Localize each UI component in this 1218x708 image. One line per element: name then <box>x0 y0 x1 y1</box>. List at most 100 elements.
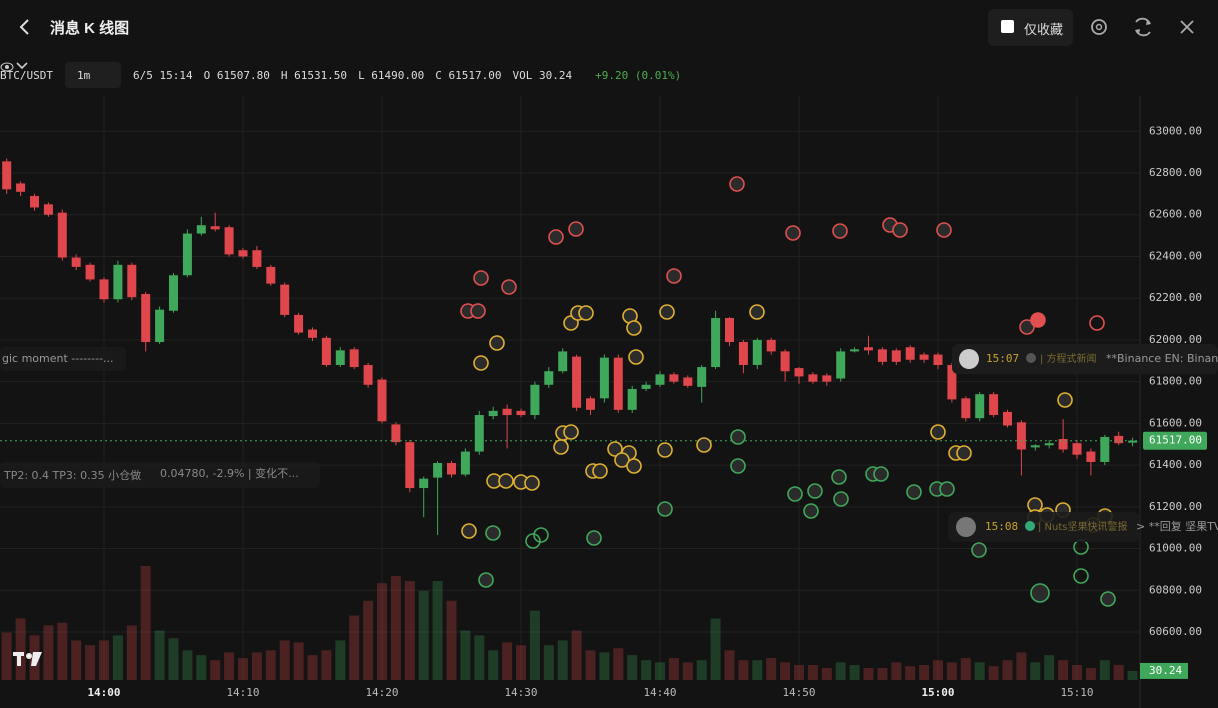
candle-body <box>808 374 818 382</box>
candle-body <box>1030 445 1040 448</box>
volume-bar <box>224 652 235 680</box>
annotation: TP2: 0.4 TP3: 0.35 小仓做 <box>3 468 141 482</box>
news-badge <box>948 512 1140 542</box>
back-button[interactable] <box>10 0 40 54</box>
candle-body <box>460 451 470 475</box>
price-label-bg <box>1143 431 1207 450</box>
candle-body <box>850 349 860 352</box>
volume-bar <box>780 662 791 680</box>
volume-bar <box>335 640 346 680</box>
candle-body <box>530 384 540 416</box>
news-text: > **回复 坚果TV <box>1136 519 1218 533</box>
annotation-bg <box>0 462 320 488</box>
settings-button[interactable] <box>1091 19 1107 35</box>
news-text: **Binance EN: Binanc <box>1106 352 1218 365</box>
candle-body <box>308 329 317 338</box>
candle-body <box>1128 440 1138 443</box>
candle-body <box>447 463 456 475</box>
news-source: | Nuts坚果快讯警报 <box>1038 520 1128 533</box>
volume-bar <box>974 662 985 680</box>
candle-body <box>294 314 304 333</box>
info-bar: BTC/USDT 1m 6/5 15:14 O 61507.80 H 61531.5… <box>0 62 681 88</box>
volume-bar <box>919 665 930 680</box>
candle-body <box>363 364 373 385</box>
x-tick-label: 14:20 <box>365 686 398 699</box>
volume-bar <box>390 575 401 680</box>
volume-bar <box>112 635 123 680</box>
volume-bar <box>738 660 749 680</box>
volume-bar <box>432 581 443 680</box>
toolbar <box>1091 17 1194 37</box>
candle-body <box>780 351 790 372</box>
x-tick-label: 15:10 <box>1060 686 1093 699</box>
symbol: BTC/USDT <box>0 68 53 82</box>
checkbox[interactable] <box>1001 20 1014 33</box>
x-tick-label: 15:00 <box>921 686 954 699</box>
candle-body <box>919 354 929 360</box>
volume-bar <box>182 650 193 680</box>
y-tick-label: 62800.00 <box>1149 166 1202 179</box>
volume-bar <box>279 640 290 680</box>
favorite-toggle[interactable]: 仅收藏 <box>988 9 1073 46</box>
candle-body <box>2 161 12 190</box>
y-tick-label: 62000.00 <box>1149 333 1202 346</box>
volume-bar <box>1058 660 1069 680</box>
price-label: 61517.00 <box>1149 434 1202 447</box>
volume-bar <box>251 652 262 680</box>
volume-bar <box>668 658 679 680</box>
candle-body <box>30 195 39 208</box>
interval: 1m <box>76 68 91 82</box>
info-item: H 61531.50 <box>280 68 348 82</box>
y-tick-label: 62600.00 <box>1149 208 1202 221</box>
volume-bar <box>863 668 874 680</box>
volume-bar <box>905 666 916 680</box>
volume-bar <box>238 658 248 680</box>
volume-bar <box>1099 660 1110 680</box>
candle-body <box>71 257 81 267</box>
candle-body <box>113 264 123 300</box>
y-tick-label: 60800.00 <box>1149 583 1202 596</box>
volume-bar <box>946 662 957 680</box>
candle-body <box>252 250 262 267</box>
axis-bg <box>1140 96 1218 708</box>
eye-icon[interactable] <box>0 62 14 72</box>
candle-body <box>1058 439 1068 450</box>
annotation: gic moment --------... <box>2 352 114 365</box>
volume-bar <box>140 566 151 680</box>
volume-bar <box>571 630 582 680</box>
candle-body <box>641 384 651 389</box>
interval-select[interactable]: 1m <box>16 62 121 88</box>
candle-body <box>169 275 178 311</box>
candle-body <box>1072 443 1082 455</box>
news-time: 15:08 <box>985 520 1018 533</box>
volume-bar <box>349 615 360 680</box>
y-tick-label: 61600.00 <box>1149 416 1202 429</box>
candle-body <box>238 250 248 257</box>
annotation-bg <box>0 347 126 371</box>
candle-body <box>1044 443 1054 446</box>
candle-body <box>905 347 915 360</box>
volume-bar <box>1030 662 1041 680</box>
volume-bar <box>529 610 540 680</box>
volume-bar <box>557 640 568 680</box>
refresh-button[interactable] <box>1135 17 1151 37</box>
volume-bar <box>807 665 818 680</box>
volume-bar <box>307 655 318 680</box>
candle-body <box>697 367 707 387</box>
volume-bar <box>99 640 109 680</box>
candle-body <box>613 357 623 410</box>
news-source: | 方程式新闻 <box>1040 352 1097 365</box>
candle-body <box>182 233 192 276</box>
candle-body <box>877 349 887 362</box>
candle-body <box>752 339 762 365</box>
header: 消息 K 线图 仅收藏 <box>0 0 1218 54</box>
volume-bar <box>891 662 902 680</box>
close-button[interactable] <box>1180 20 1194 34</box>
candle-body <box>1086 451 1096 462</box>
ohlc-info: 6/5 15:14 O 61507.80 H 61531.50 L 61490.00 C… <box>133 69 583 82</box>
candle-body <box>419 478 429 489</box>
volume-bar <box>488 650 499 680</box>
volume-bar <box>404 581 415 680</box>
candle-body <box>961 398 971 419</box>
